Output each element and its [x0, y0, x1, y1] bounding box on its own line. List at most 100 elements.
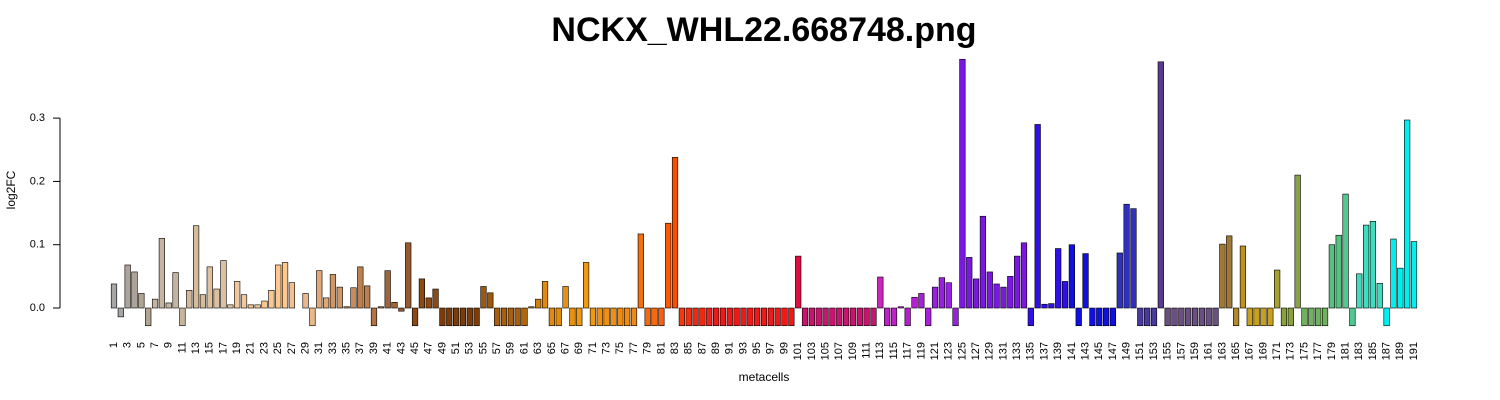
- x-tick-label: 19: [231, 342, 243, 354]
- bar: [1171, 307, 1178, 327]
- bar: [446, 307, 453, 327]
- bar: [747, 307, 754, 327]
- x-tick-label: 1: [108, 342, 120, 348]
- bar: [1383, 307, 1390, 327]
- bar: [644, 307, 651, 327]
- bar: [1328, 244, 1335, 309]
- bar: [1246, 307, 1253, 327]
- bar: [569, 307, 576, 327]
- x-tick-label: 13: [190, 342, 202, 354]
- bar: [849, 307, 857, 327]
- bar: [678, 307, 685, 327]
- bar: [138, 293, 145, 309]
- bar: [1157, 61, 1164, 309]
- bar: [1219, 243, 1226, 309]
- bar: [480, 286, 487, 309]
- bar: [1315, 307, 1322, 327]
- x-tick-label: 105: [819, 342, 831, 360]
- bar: [110, 283, 118, 309]
- bar: [808, 307, 815, 327]
- x-tick-label: 107: [833, 342, 845, 360]
- x-tick-label: 51: [450, 342, 462, 354]
- bar: [1274, 269, 1281, 309]
- x-tick-label: 121: [929, 342, 941, 360]
- bar: [938, 277, 945, 309]
- bar: [952, 307, 959, 327]
- x-tick-label: 31: [313, 342, 325, 354]
- bar: [377, 306, 384, 309]
- bar: [979, 215, 987, 309]
- y-tick-label: 0.3: [30, 112, 45, 124]
- bar: [767, 307, 774, 327]
- x-tick-label: 71: [587, 342, 599, 354]
- x-tick-label: 77: [628, 342, 640, 354]
- bar: [473, 307, 480, 327]
- bar: [541, 281, 549, 309]
- x-tick-label: 119: [915, 342, 927, 360]
- x-tick-label: 65: [546, 342, 558, 354]
- x-tick-label: 183: [1353, 342, 1365, 360]
- x-tick-label: 165: [1230, 342, 1242, 360]
- bar: [610, 307, 617, 327]
- bar: [925, 307, 932, 327]
- bar: [439, 307, 446, 327]
- x-tick-label: 145: [1093, 342, 1105, 360]
- bar: [206, 266, 213, 309]
- x-tick-label: 133: [1011, 342, 1023, 360]
- bar: [774, 307, 781, 327]
- bar: [1356, 273, 1363, 309]
- x-tick-label: 179: [1326, 342, 1338, 360]
- bar: [1000, 286, 1007, 309]
- bar: [651, 307, 658, 327]
- x-tick-label: 15: [204, 342, 216, 354]
- x-tick-label: 5: [135, 342, 147, 348]
- bar: [1150, 307, 1158, 327]
- x-tick-label: 157: [1175, 342, 1187, 360]
- bar: [760, 307, 768, 327]
- bar: [1410, 241, 1418, 309]
- bar: [699, 307, 706, 327]
- bar: [842, 307, 850, 327]
- x-tick-label: 139: [1052, 342, 1064, 360]
- bar: [829, 307, 836, 327]
- x-tick-label: 101: [792, 342, 804, 360]
- bar: [1096, 307, 1103, 327]
- bar: [1082, 253, 1089, 309]
- bar: [452, 307, 460, 327]
- bar: [507, 307, 514, 327]
- bar: [624, 307, 631, 327]
- bar: [658, 307, 665, 327]
- x-tick-label: 187: [1381, 342, 1393, 360]
- bar: [945, 282, 952, 309]
- bar: [795, 255, 802, 309]
- bar: [261, 300, 268, 309]
- bar: [931, 286, 939, 309]
- y-tick-label: 0.0: [30, 302, 45, 314]
- x-tick-label: 21: [245, 342, 257, 354]
- bar: [897, 306, 904, 309]
- bar: [815, 307, 822, 327]
- bar: [1253, 307, 1260, 327]
- bar: [500, 307, 508, 327]
- chart-title: NCKX_WHL22.668748.png: [551, 11, 976, 49]
- bar: [1123, 203, 1130, 309]
- bar: [754, 307, 761, 327]
- bar: [712, 307, 720, 327]
- x-tick-label: 43: [395, 342, 407, 354]
- bar: [1390, 238, 1397, 309]
- bar: [1102, 307, 1110, 327]
- bar: [617, 307, 624, 327]
- bar: [562, 286, 569, 309]
- bar: [1232, 307, 1240, 327]
- x-tick-label: 161: [1203, 342, 1215, 360]
- bar: [1034, 124, 1041, 309]
- x-tick-label: 61: [518, 342, 530, 354]
- x-tick-label: 127: [970, 342, 982, 360]
- bar: [514, 307, 521, 327]
- x-tick-label: 47: [423, 342, 435, 354]
- bar: [521, 307, 528, 327]
- bar: [1212, 307, 1219, 327]
- x-tick-label: 143: [1079, 342, 1091, 360]
- bar: [131, 271, 138, 309]
